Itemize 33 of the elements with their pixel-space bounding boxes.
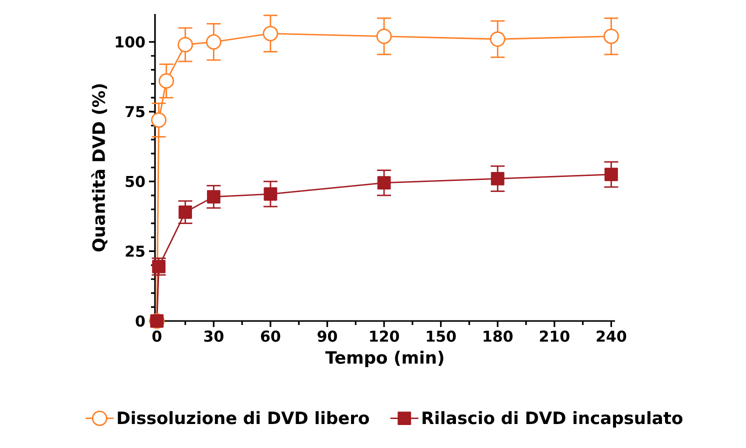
x-tick-label: 180 (484, 330, 513, 342)
point (264, 187, 278, 201)
y-axis-title: Quantità DVD (%) (91, 84, 108, 252)
point (158, 73, 174, 89)
x-tick-label: 120 (370, 330, 399, 342)
point (151, 112, 166, 128)
y-tick-label: 100 (116, 36, 145, 48)
point (206, 34, 222, 50)
point (178, 205, 192, 219)
y-tick-label: 50 (126, 176, 145, 188)
point (262, 26, 278, 42)
x-tick-label: 90 (318, 330, 337, 342)
legend-label: Rilascio di DVD incapsulato (422, 411, 682, 428)
x-tick-label: 0 (152, 330, 162, 342)
point (178, 37, 193, 52)
point (206, 190, 220, 204)
legend-label: Dissoluzione di DVD libero (118, 411, 369, 424)
point (152, 260, 166, 274)
point (490, 31, 506, 47)
point (377, 176, 391, 190)
x-axis-title: Tempo (min) (325, 350, 444, 368)
y-tick-label: 0 (136, 315, 145, 327)
x-tick-label: 150 (426, 330, 456, 342)
y-tick-label: 25 (126, 246, 144, 257)
x-tick-label: 210 (540, 330, 570, 342)
y-tick-label: 75 (126, 106, 144, 118)
x-tick-label: 240 (596, 330, 626, 342)
x-tick-label: 30 (204, 330, 224, 342)
point (604, 28, 619, 44)
point (490, 172, 504, 186)
x-tick-label: 60 (260, 330, 280, 342)
point (604, 168, 618, 182)
point (376, 28, 392, 44)
